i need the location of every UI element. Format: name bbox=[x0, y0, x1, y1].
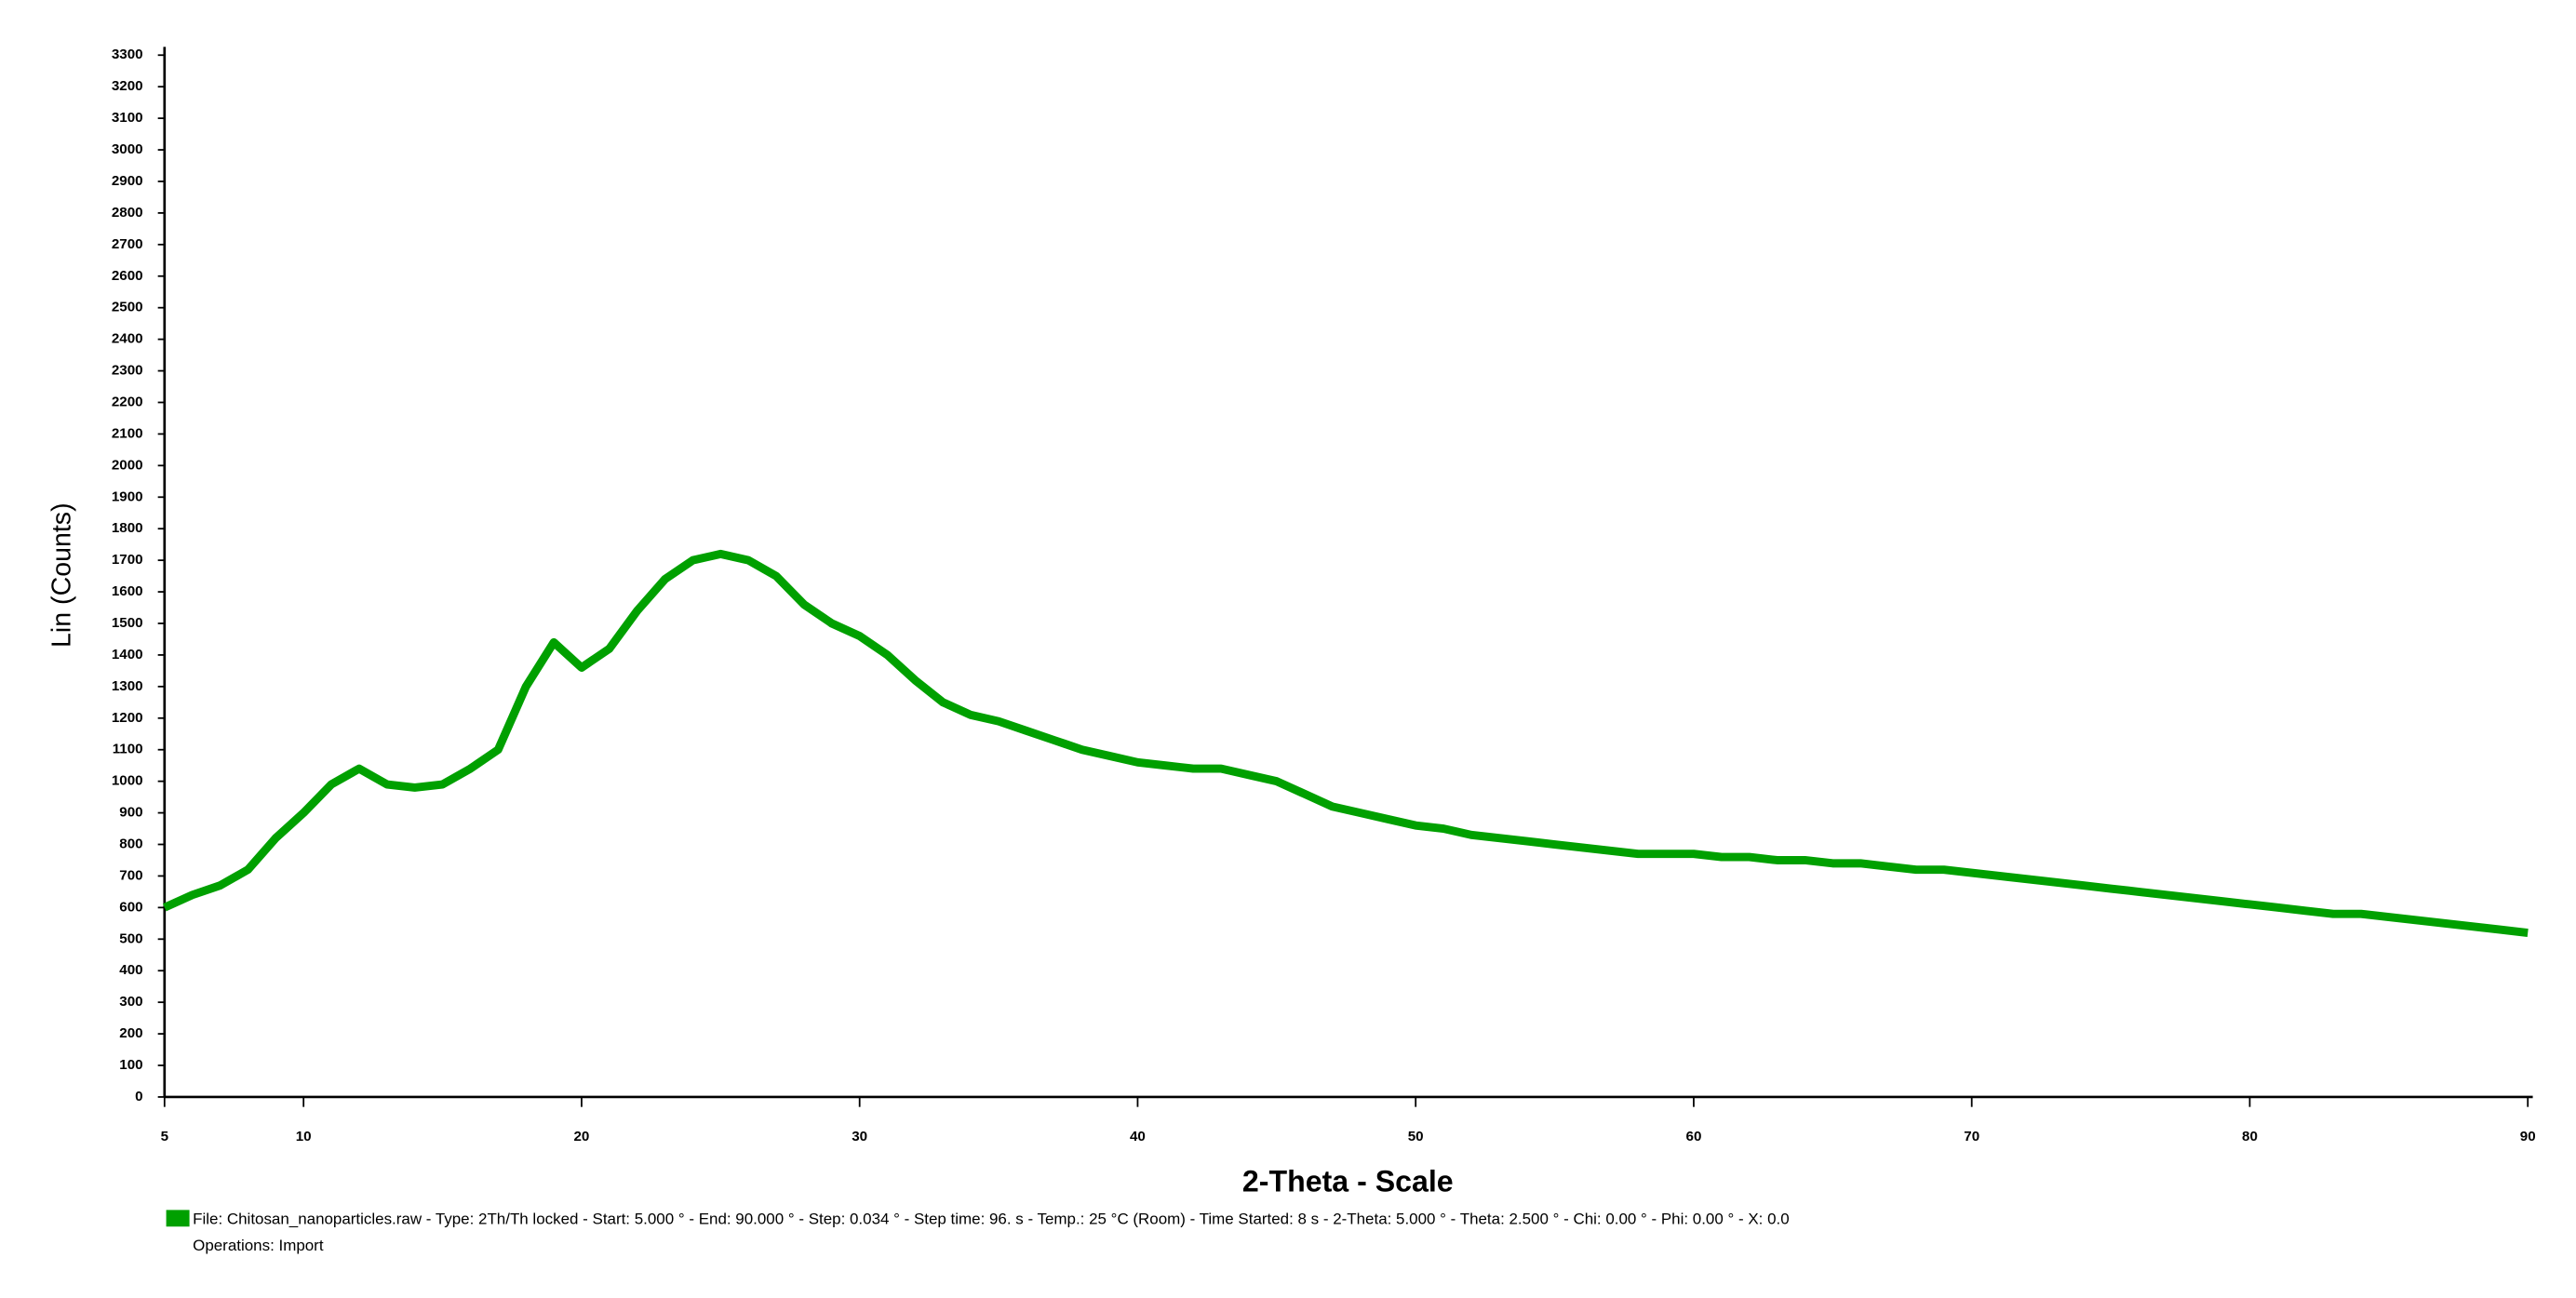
y-tick-label: 1200 bbox=[112, 710, 143, 726]
y-tick-label: 2200 bbox=[112, 394, 143, 409]
x-tick-label: 30 bbox=[852, 1129, 867, 1144]
x-axis-label: 2-Theta - Scale bbox=[1242, 1164, 1454, 1198]
y-tick-label: 2400 bbox=[112, 331, 143, 347]
x-tick-label: 40 bbox=[1130, 1129, 1146, 1144]
x-tick-label: 90 bbox=[2520, 1129, 2536, 1144]
x-tick-label: 5 bbox=[161, 1129, 168, 1144]
y-tick-label: 2000 bbox=[112, 457, 143, 473]
y-tick-label: 1700 bbox=[112, 552, 143, 568]
data-line bbox=[162, 549, 2529, 937]
y-tick-label: 2700 bbox=[112, 236, 143, 252]
y-tick-label: 3100 bbox=[112, 110, 143, 126]
y-tick-label: 700 bbox=[119, 867, 142, 883]
y-tick-label: 2300 bbox=[112, 363, 143, 379]
x-tick-label: 80 bbox=[2242, 1129, 2258, 1144]
y-tick-label: 200 bbox=[119, 1025, 142, 1041]
y-tick-label: 3300 bbox=[112, 47, 143, 62]
y-tick-label: 900 bbox=[119, 805, 142, 821]
x-tick-label: 10 bbox=[296, 1129, 312, 1144]
y-tick-label: 1500 bbox=[112, 615, 143, 631]
y-tick-label: 1400 bbox=[112, 647, 143, 662]
y-tick-label: 1000 bbox=[112, 773, 143, 789]
y-tick-label: 500 bbox=[119, 930, 142, 946]
x-tick-label: 20 bbox=[573, 1129, 589, 1144]
y-tick-label: 600 bbox=[119, 899, 142, 915]
y-tick-label: 2600 bbox=[112, 268, 143, 284]
file-info: File: Chitosan_nanoparticles.raw - Type:… bbox=[193, 1211, 1790, 1228]
y-axis-label: Lin (Counts) bbox=[47, 502, 76, 648]
y-tick-label: 2100 bbox=[112, 425, 143, 441]
y-tick-label: 2500 bbox=[112, 300, 143, 315]
x-tick-label: 60 bbox=[1686, 1129, 1702, 1144]
y-tick-label: 1100 bbox=[113, 742, 143, 757]
y-tick-label: 1800 bbox=[112, 520, 143, 536]
y-tick-label: 800 bbox=[119, 836, 142, 852]
y-tick-label: 0 bbox=[135, 1089, 142, 1104]
x-tick-label: 70 bbox=[1964, 1129, 1979, 1144]
y-tick-label: 100 bbox=[119, 1057, 142, 1073]
y-tick-label: 300 bbox=[119, 994, 142, 1010]
legend-icon bbox=[166, 1210, 190, 1227]
y-tick-label: 3000 bbox=[112, 141, 143, 157]
y-tick-label: 400 bbox=[119, 962, 142, 978]
y-tick-label: 2900 bbox=[112, 173, 143, 189]
x-tick-label: 50 bbox=[1408, 1129, 1424, 1144]
y-tick-label: 1600 bbox=[112, 583, 143, 599]
y-tick-label: 1900 bbox=[112, 488, 143, 504]
y-tick-label: 1300 bbox=[112, 678, 143, 694]
y-tick-label: 3200 bbox=[112, 78, 143, 94]
operations-info: Operations: Import bbox=[193, 1237, 324, 1254]
y-tick-label: 2800 bbox=[112, 205, 143, 221]
